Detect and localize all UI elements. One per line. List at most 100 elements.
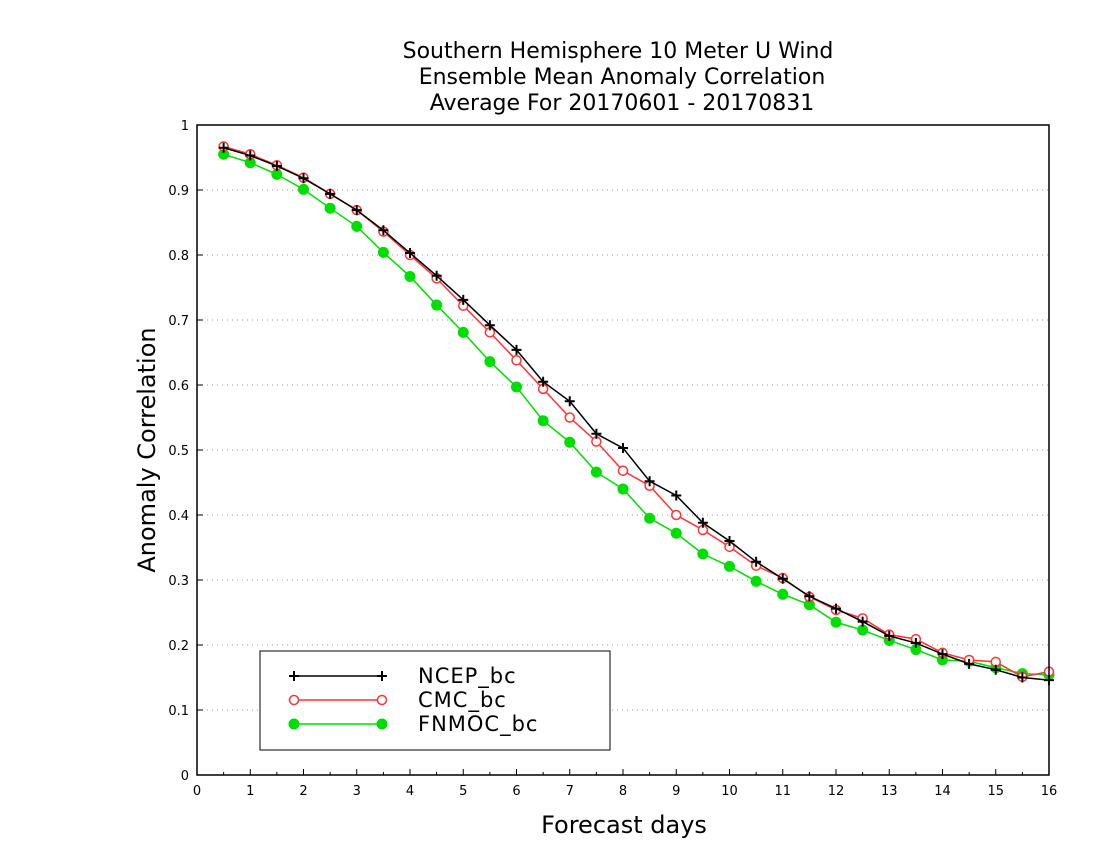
- data-point: [431, 299, 443, 311]
- data-point: [511, 381, 522, 393]
- data-point: [617, 483, 629, 495]
- legend-marker: [376, 694, 388, 706]
- y-tick-label: 0.5: [168, 444, 189, 459]
- x-tick-label: 1: [246, 784, 254, 799]
- data-point: [857, 616, 868, 627]
- series-CMC_bc: [218, 141, 1055, 683]
- data-point: [617, 465, 629, 477]
- data-point: [644, 476, 655, 487]
- data-point: [298, 183, 309, 195]
- data-point: [990, 664, 1001, 675]
- legend-label: NCEP_bc: [418, 664, 517, 689]
- data-point: [377, 246, 389, 258]
- legend-label: CMC_bc: [418, 688, 507, 713]
- y-tick-label: 0.6: [168, 379, 189, 394]
- data-point: [431, 270, 442, 281]
- x-tick-label: 13: [881, 784, 898, 799]
- legend-marker: [288, 694, 300, 706]
- series-NCEP_bc: [218, 142, 1054, 686]
- legend-label: FNMOC_bc: [418, 712, 538, 737]
- data-point: [671, 490, 682, 501]
- data-point: [484, 356, 496, 368]
- data-point: [405, 248, 415, 259]
- data-point: [910, 638, 921, 649]
- data-point: [804, 591, 815, 602]
- data-point: [298, 173, 309, 184]
- series-layer: [218, 141, 1055, 686]
- x-axis-label: Forecast days: [541, 811, 707, 839]
- axis-ticks: 00.10.20.30.40.50.60.70.80.910 1 2 3 4 5 6 7 8 9 1…: [168, 119, 1057, 799]
- data-point: [564, 396, 575, 407]
- data-point: [777, 573, 788, 584]
- data-point: [538, 376, 549, 387]
- x-tick-label: 12: [828, 784, 845, 799]
- series-line: [223, 145, 1050, 678]
- legend-marker: [377, 671, 387, 681]
- title-line-1: Southern Hemisphere 10 Meter U Wind: [403, 39, 834, 64]
- data-point: [724, 560, 735, 572]
- x-tick-label: 9: [672, 784, 680, 799]
- title-line-3: Average For 20170601 - 20170831: [430, 91, 815, 116]
- legend-marker: [288, 718, 300, 730]
- data-point: [697, 548, 709, 560]
- data-point: [351, 220, 363, 232]
- series-line: [223, 147, 1050, 681]
- data-point: [564, 412, 575, 423]
- x-tick-label: 4: [406, 784, 414, 799]
- data-point: [590, 466, 602, 478]
- data-point: [404, 270, 416, 282]
- x-tick-label: 10: [721, 784, 738, 799]
- y-tick-label: 0.1: [168, 704, 189, 719]
- y-axis-label: Anomaly Correlation: [133, 327, 161, 572]
- y-tick-label: 1: [181, 119, 189, 134]
- data-point: [777, 588, 789, 600]
- y-tick-label: 0.8: [168, 249, 189, 264]
- legend-marker: [376, 718, 388, 730]
- y-tick-label: 0.7: [168, 314, 189, 329]
- data-point: [271, 160, 282, 171]
- y-tick-label: 0: [181, 769, 189, 784]
- x-tick-label: 14: [934, 784, 951, 799]
- y-tick-label: 0.9: [168, 184, 189, 199]
- data-point: [670, 527, 682, 539]
- data-point: [671, 509, 682, 521]
- data-point: [511, 355, 522, 366]
- data-point: [724, 536, 735, 546]
- x-tick-label: 3: [353, 784, 361, 799]
- data-point: [591, 428, 602, 439]
- data-point: [457, 326, 469, 338]
- series-FNMOC_bc: [218, 148, 1055, 681]
- x-tick-label: 6: [512, 784, 520, 799]
- x-tick-label: 2: [299, 784, 307, 799]
- x-tick-label: 15: [987, 784, 1004, 799]
- data-point: [351, 205, 362, 216]
- series-line: [223, 153, 1050, 676]
- data-point: [1017, 672, 1028, 683]
- data-point: [830, 616, 842, 628]
- data-point: [458, 294, 469, 305]
- x-tick-label: 7: [566, 784, 574, 799]
- x-tick-label: 0: [193, 784, 201, 799]
- data-point: [218, 142, 229, 153]
- data-point: [324, 202, 336, 214]
- data-point: [937, 649, 948, 660]
- data-point: [378, 225, 389, 236]
- data-point: [644, 512, 656, 524]
- data-point: [511, 344, 522, 355]
- y-tick-label: 0.2: [168, 639, 189, 654]
- data-point: [245, 150, 256, 161]
- y-tick-label: 0.4: [168, 509, 189, 524]
- x-tick-label: 5: [459, 784, 467, 799]
- data-point: [750, 575, 762, 587]
- legend-marker: [289, 671, 299, 681]
- data-point: [564, 436, 576, 448]
- data-point: [831, 603, 841, 614]
- chart-title: Southern Hemisphere 10 Meter U Wind Ense…: [403, 39, 834, 116]
- title-line-2: Ensemble Mean Anomaly Correlation: [419, 65, 826, 90]
- x-tick-label: 16: [1041, 784, 1058, 799]
- data-point: [751, 556, 762, 567]
- data-point: [697, 517, 708, 528]
- grid-lines: [197, 189, 1049, 711]
